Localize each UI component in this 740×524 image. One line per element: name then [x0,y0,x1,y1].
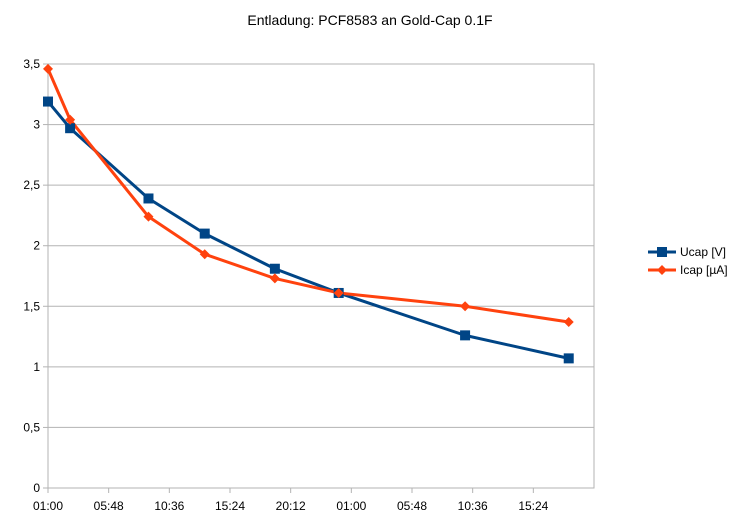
y-tick-label: 3 [33,118,40,132]
data-point [269,263,280,274]
x-tick-label: 10:36 [458,499,488,513]
y-tick-label: 1 [33,360,40,374]
x-tick-label: 01:00 [336,499,366,513]
x-tick-label: 01:00 [33,499,63,513]
x-tick-label: 20:12 [276,499,306,513]
data-point [143,193,154,204]
data-point [269,273,280,284]
y-tick-label: 0 [33,481,40,495]
series-line [46,68,569,324]
y-tick-label: 2 [33,239,40,253]
x-tick-label: 15:24 [518,499,548,513]
x-tick-label: 05:48 [94,499,124,513]
legend: Ucap [V] Icap [µA] [648,245,728,277]
chart-title: Entladung: PCF8583 an Gold-Cap 0.1F [247,12,492,28]
y-tick-label: 1,5 [23,299,40,313]
y-axis: 0 0,5 1 1,5 2 2,5 3 3,5 [23,57,48,495]
data-point [65,114,76,125]
data-point [65,123,76,134]
data-point [143,211,154,222]
legend-marker [657,247,667,257]
data-point [199,228,210,239]
data-point [43,63,53,74]
x-tick-label: 15:24 [215,499,245,513]
y-tick-label: 3,5 [23,57,40,71]
y-tick-label: 2,5 [23,178,40,192]
plot-area [47,63,595,489]
legend-label: Ucap [V] [680,245,726,259]
series-line [46,100,570,360]
data-point [460,330,471,341]
data-point [563,317,574,328]
data-point [199,249,210,260]
grid [48,63,594,489]
data-point [43,96,53,107]
x-axis: 01:00 05:48 10:36 15:24 20:12 01:00 05:48 10:36… [33,488,549,513]
series-layer [43,63,574,364]
legend-marker [657,265,667,275]
data-point [460,301,471,312]
legend-label: Icap [µA] [680,263,728,277]
x-tick-label: 05:48 [397,499,427,513]
y-tick-label: 0,5 [23,420,40,434]
data-point [333,287,344,298]
data-point [563,353,574,364]
x-tick-label: 10:36 [154,499,184,513]
